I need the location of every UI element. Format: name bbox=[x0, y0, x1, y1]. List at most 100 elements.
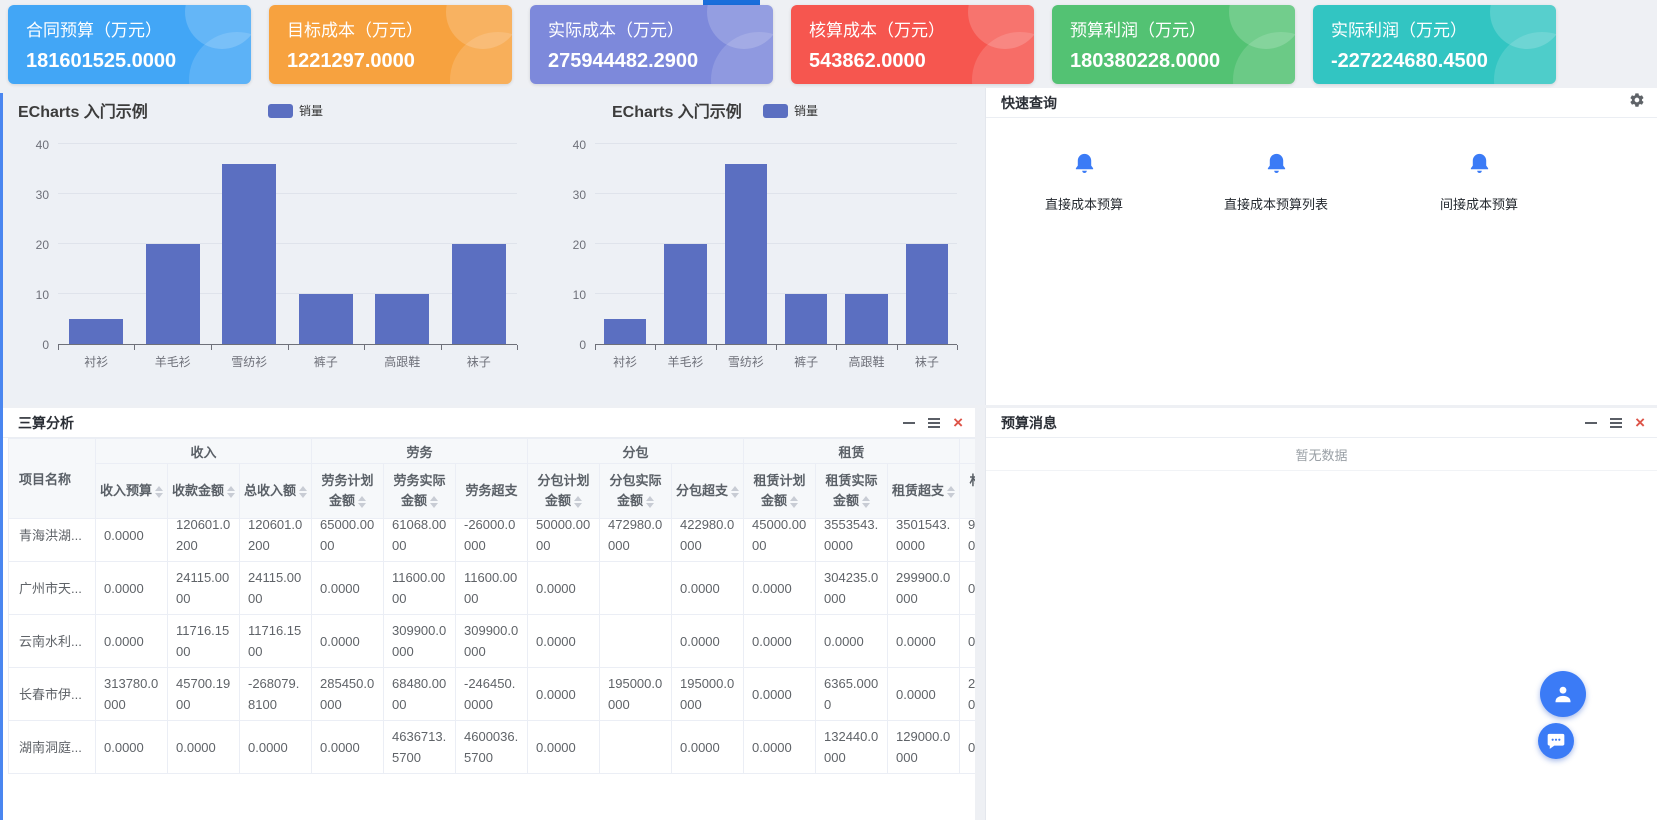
analysis-table-scroll[interactable]: 青海洪湖... 0.0000 120601.0200 120601.0200 65000… bbox=[8, 519, 975, 820]
x-axis-category-label: 袜子 bbox=[914, 355, 939, 369]
sort-caret-icon[interactable] bbox=[299, 485, 308, 498]
sort-ascending-icon[interactable] bbox=[947, 485, 956, 491]
legend-label: 销量 bbox=[299, 104, 324, 118]
sort-caret-icon[interactable] bbox=[358, 495, 366, 508]
menu-icon[interactable] bbox=[1610, 417, 1623, 428]
sort-caret-icon[interactable] bbox=[646, 495, 654, 508]
left-accent-line bbox=[0, 93, 3, 820]
x-axis-category-label: 衬衫 bbox=[613, 355, 638, 369]
column-group-header: 收入 bbox=[95, 438, 312, 464]
sort-caret-icon[interactable] bbox=[947, 485, 956, 498]
x-axis-tick bbox=[363, 345, 365, 350]
bar-series bbox=[595, 145, 957, 344]
sort-ascending-icon[interactable] bbox=[790, 495, 798, 501]
x-axis-tick bbox=[836, 345, 838, 350]
chart-legend[interactable]: 销量 bbox=[268, 102, 323, 119]
quick-query-item[interactable]: 直接成本预算 bbox=[1016, 151, 1152, 213]
sort-caret-icon[interactable] bbox=[731, 485, 740, 498]
sort-descending-icon[interactable] bbox=[155, 492, 164, 498]
kpi-card: 合同预算（万元） 181601525.0000 bbox=[8, 5, 251, 84]
charts-region: ECharts 入门示例 销量 0 10 20 30 40 衬衫 羊毛衫 雪纺衫 裤子 高跟鞋 袜子 E… bbox=[0, 88, 985, 405]
column-header[interactable]: 收入预算 bbox=[95, 463, 168, 519]
sort-ascending-icon[interactable] bbox=[574, 495, 582, 501]
column-header[interactable]: 分包实际金额 bbox=[599, 463, 672, 519]
column-header[interactable]: 材料计划金额 bbox=[959, 463, 975, 519]
sort-ascending-icon[interactable] bbox=[227, 485, 236, 491]
quick-query-item[interactable]: 直接成本预算列表 bbox=[1208, 151, 1344, 213]
table-row[interactable]: 青海洪湖... 0.0000 120601.0200 120601.0200 65000… bbox=[8, 519, 975, 562]
sort-caret-icon[interactable] bbox=[155, 485, 164, 498]
bar-band bbox=[58, 319, 135, 344]
close-icon[interactable]: × bbox=[1635, 412, 1645, 432]
column-header[interactable]: 劳务实际金额 bbox=[383, 463, 456, 519]
menu-icon[interactable] bbox=[928, 417, 941, 428]
sort-descending-icon[interactable] bbox=[358, 502, 366, 508]
chat-message-button[interactable] bbox=[1538, 723, 1574, 759]
sort-descending-icon[interactable] bbox=[646, 502, 654, 508]
column-header[interactable]: 劳务超支 bbox=[455, 463, 528, 519]
chart-legend[interactable]: 销量 bbox=[763, 102, 818, 119]
y-axis-tick-label: 20 bbox=[572, 238, 586, 252]
sort-descending-icon[interactable] bbox=[947, 492, 956, 498]
sort-descending-icon[interactable] bbox=[299, 492, 308, 498]
column-header[interactable]: 租赁实际金额 bbox=[815, 463, 888, 519]
column-header[interactable]: 收款金额 bbox=[167, 463, 240, 519]
column-header[interactable]: 分包计划金额 bbox=[527, 463, 600, 519]
table-row[interactable]: 长春市伊... 313780.0000 45700.1900 -268079.8100… bbox=[8, 667, 975, 721]
sort-descending-icon[interactable] bbox=[430, 502, 438, 508]
bar-band bbox=[441, 244, 518, 344]
x-axis-tick bbox=[595, 345, 596, 350]
quick-query-item[interactable]: 间接成本预算 bbox=[1411, 151, 1547, 213]
column-header[interactable]: 总收入额 bbox=[239, 463, 312, 519]
table-row[interactable]: 湖南洞庭... 0.0000 0.0000 0.0000 0.0000 4636713.5… bbox=[8, 720, 975, 774]
sort-caret-icon[interactable] bbox=[862, 495, 870, 508]
sort-ascending-icon[interactable] bbox=[646, 495, 654, 501]
sort-caret-icon[interactable] bbox=[430, 495, 438, 508]
sort-caret-icon[interactable] bbox=[227, 485, 236, 498]
table-row[interactable]: 广州市天... 0.0000 24115.0000 24115.0000 0.0000 1… bbox=[8, 561, 975, 615]
sort-ascending-icon[interactable] bbox=[862, 495, 870, 501]
sort-descending-icon[interactable] bbox=[731, 492, 740, 498]
bar bbox=[69, 319, 124, 344]
quick-query-item-label: 直接成本预算列表 bbox=[1223, 197, 1328, 212]
value-cell: 0.0000 bbox=[311, 614, 384, 668]
x-axis-category-label: 裤子 bbox=[794, 355, 819, 369]
sort-caret-icon[interactable] bbox=[790, 495, 798, 508]
browser-tab-indicator bbox=[703, 0, 760, 5]
bar-band bbox=[776, 294, 836, 344]
sort-ascending-icon[interactable] bbox=[430, 495, 438, 501]
table-group-header-row: 项目名称 收入 劳务 分包 租赁 bbox=[8, 438, 975, 519]
column-header-label: 劳务实际金额 bbox=[393, 473, 446, 508]
sort-descending-icon[interactable] bbox=[574, 502, 582, 508]
sort-descending-icon[interactable] bbox=[790, 502, 798, 508]
column-header[interactable]: 租赁超支 bbox=[887, 463, 960, 519]
column-header[interactable]: 租赁计划金额 bbox=[743, 463, 816, 519]
bar-band bbox=[655, 244, 715, 344]
table-row[interactable]: 云南水利... 0.0000 11716.1500 11716.1500 0.0000 3… bbox=[8, 614, 975, 668]
sort-descending-icon[interactable] bbox=[862, 502, 870, 508]
value-cell: 11600.0000 bbox=[383, 561, 456, 615]
settings-gear-icon[interactable] bbox=[1629, 92, 1645, 113]
value-cell: 0.0000 bbox=[95, 614, 168, 668]
column-group-header: 分包 bbox=[527, 438, 744, 464]
sort-descending-icon[interactable] bbox=[227, 492, 236, 498]
gridline bbox=[58, 193, 517, 194]
kpi-card-value: 181601525.0000 bbox=[26, 50, 177, 72]
x-axis-tick bbox=[58, 345, 59, 350]
quick-query-item-label: 间接成本预算 bbox=[1439, 197, 1518, 212]
minimize-icon[interactable] bbox=[903, 421, 916, 424]
column-header[interactable]: 劳务计划金额 bbox=[311, 463, 384, 519]
column-header[interactable]: 分包超支 bbox=[671, 463, 744, 519]
sort-caret-icon[interactable] bbox=[574, 495, 582, 508]
bar bbox=[451, 244, 506, 344]
customer-service-button[interactable] bbox=[1540, 671, 1586, 717]
kpi-card-label: 目标成本（万元） bbox=[287, 21, 423, 40]
sort-ascending-icon[interactable] bbox=[299, 485, 308, 491]
close-icon[interactable]: × bbox=[953, 412, 963, 432]
analysis-panel: 三算分析 × 项目名称 收入 劳务 分包 租赁 收入预算 收款金额 总收入额 劳务计划金额 劳务实… bbox=[3, 408, 975, 820]
kpi-card: 目标成本（万元） 1221297.0000 bbox=[269, 5, 512, 84]
sort-ascending-icon[interactable] bbox=[155, 485, 164, 491]
sort-ascending-icon[interactable] bbox=[731, 485, 740, 491]
sort-ascending-icon[interactable] bbox=[358, 495, 366, 501]
minimize-icon[interactable] bbox=[1585, 421, 1598, 424]
